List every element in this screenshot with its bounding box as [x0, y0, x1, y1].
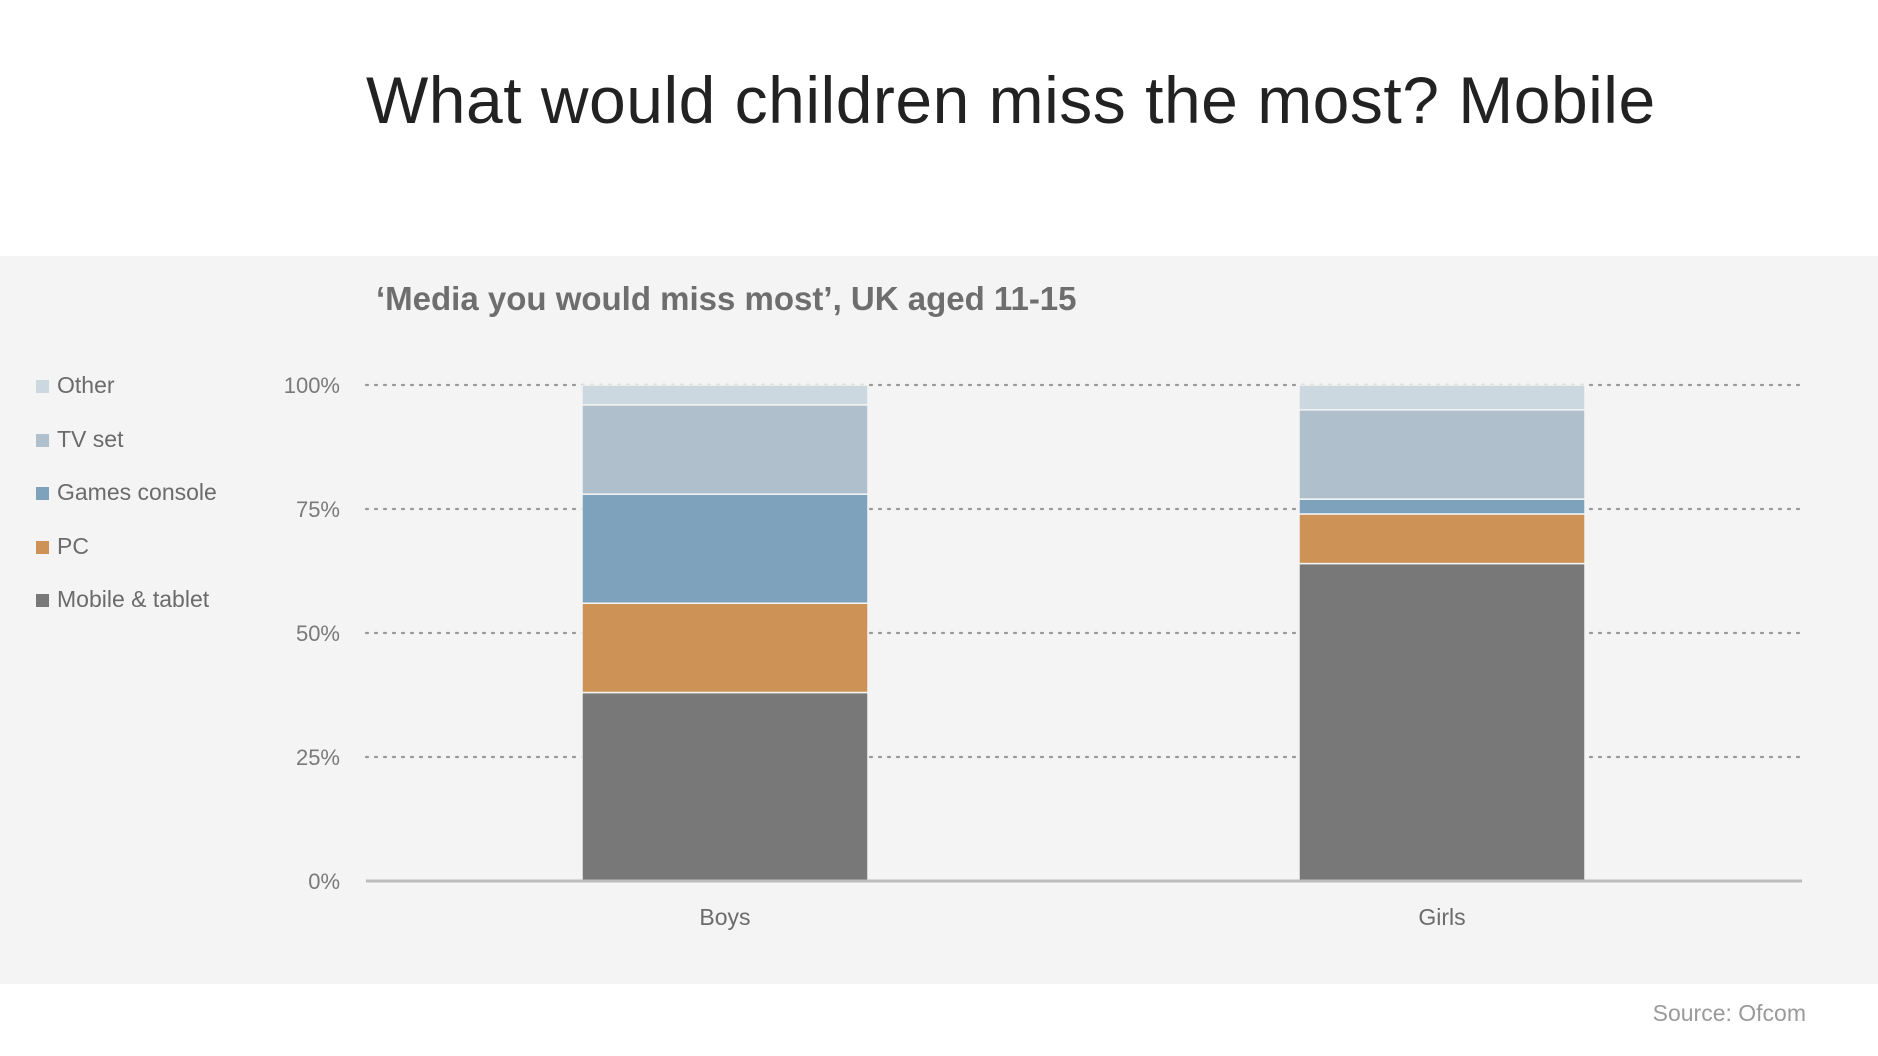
bar-girls-tv-set: [1298, 409, 1586, 500]
legend-item: Mobile & tablet: [36, 586, 217, 640]
legend-label: Games console: [57, 479, 217, 505]
bars: [581, 384, 1586, 882]
legend-label: Other: [57, 372, 115, 398]
y-tick-label: 50%: [296, 621, 340, 646]
legend-swatch: [36, 380, 49, 393]
chart-title: ‘Media you would miss most’, UK aged 11-…: [376, 280, 1077, 317]
bar-boys-other: [581, 384, 869, 406]
bar-girls-games-console: [1298, 498, 1586, 515]
bar-girls-mobile-tablet: [1298, 562, 1586, 882]
x-tick-label: Girls: [1418, 904, 1465, 930]
bar-girls-other: [1298, 384, 1586, 411]
bar-boys-mobile-tablet: [581, 691, 869, 882]
headline: What would children miss the most? Mobil…: [366, 63, 1656, 137]
legend-swatch: [36, 487, 49, 500]
y-tick-label: 100%: [284, 373, 340, 398]
legend-label: TV set: [57, 425, 124, 452]
legend-item: Other: [36, 372, 217, 426]
legend-swatch: [36, 540, 49, 554]
source-note: Source: Ofcom: [1652, 1000, 1806, 1026]
x-axis: Boys Girls: [366, 879, 1802, 930]
legend-item: TV set: [36, 426, 217, 480]
bar-boys-games-console: [581, 493, 869, 604]
bar-boys-tv-set: [581, 404, 869, 495]
legend: Other TV set Games console PC Mobile & table…: [36, 372, 217, 640]
legend-item: Games console: [36, 479, 217, 533]
y-tick-label: 25%: [296, 745, 340, 770]
legend-label: PC: [57, 532, 89, 559]
legend-item: PC: [36, 533, 217, 587]
y-tick-label: 75%: [296, 497, 340, 522]
bar-boys-pc: [581, 602, 869, 694]
legend-swatch: [36, 594, 49, 607]
bar-girls-pc: [1298, 513, 1586, 565]
y-tick-label: 0%: [308, 869, 340, 894]
y-axis-ticks: 0% 25% 50% 75% 100%: [284, 373, 340, 894]
legend-label: Mobile & tablet: [57, 586, 210, 612]
x-tick-label: Boys: [699, 904, 750, 930]
legend-swatch: [36, 433, 49, 447]
